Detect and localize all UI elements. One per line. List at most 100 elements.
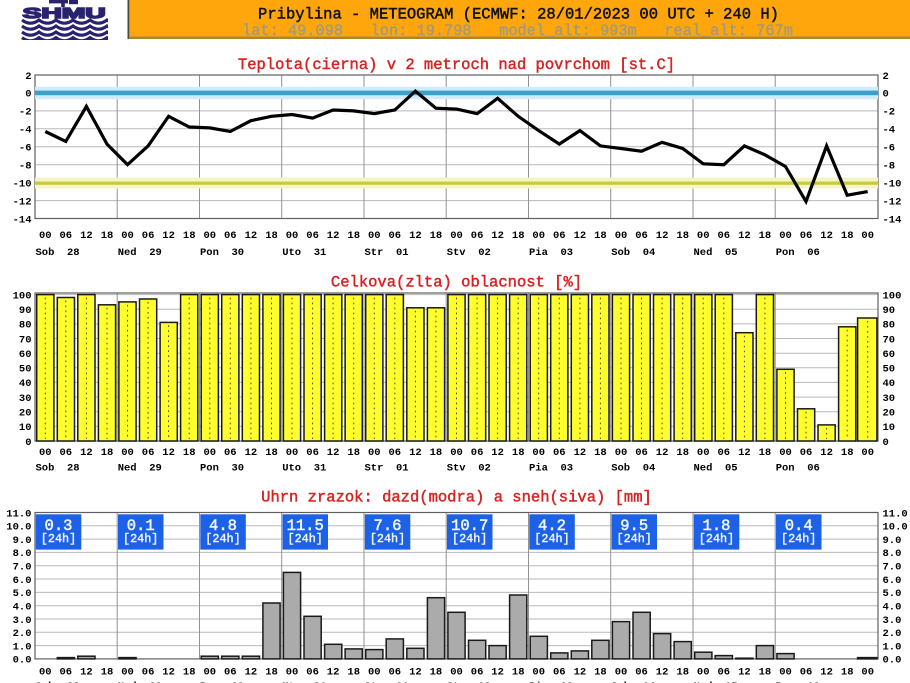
svg-text:12: 12 <box>656 447 669 459</box>
svg-text:6.0: 6.0 <box>13 575 32 587</box>
svg-text:10.0: 10.0 <box>883 522 908 534</box>
svg-text:18: 18 <box>512 666 525 678</box>
svg-text:06: 06 <box>306 447 319 459</box>
svg-text:-12: -12 <box>883 196 902 208</box>
svg-text:18: 18 <box>594 447 607 459</box>
svg-text:-6: -6 <box>883 143 896 155</box>
svg-text:-4: -4 <box>19 125 32 137</box>
svg-text:00: 00 <box>779 230 792 242</box>
svg-text:4.0: 4.0 <box>883 602 902 614</box>
svg-text:12: 12 <box>491 666 504 678</box>
svg-text:18: 18 <box>841 447 854 459</box>
svg-text:00: 00 <box>615 230 628 242</box>
svg-text:00: 00 <box>39 447 52 459</box>
svg-text:12: 12 <box>491 230 504 242</box>
svg-text:20: 20 <box>19 408 32 420</box>
svg-text:-4: -4 <box>883 125 896 137</box>
svg-text:12: 12 <box>409 666 422 678</box>
svg-text:10.0: 10.0 <box>6 522 31 534</box>
svg-text:0.1: 0.1 <box>127 517 155 535</box>
svg-text:50: 50 <box>19 364 32 376</box>
svg-text:00: 00 <box>861 230 874 242</box>
svg-text:18: 18 <box>841 666 854 678</box>
svg-text:-8: -8 <box>883 161 896 173</box>
svg-text:06: 06 <box>717 230 730 242</box>
svg-text:-12: -12 <box>13 196 32 208</box>
svg-text:Pon 06: Pon 06 <box>776 681 820 683</box>
svg-text:40: 40 <box>19 378 32 390</box>
svg-text:06: 06 <box>553 666 566 678</box>
svg-text:06: 06 <box>471 447 484 459</box>
svg-text:00: 00 <box>697 230 710 242</box>
svg-text:18: 18 <box>183 666 196 678</box>
svg-text:Pia 03: Pia 03 <box>529 247 573 259</box>
svg-text:00: 00 <box>450 447 463 459</box>
svg-text:20: 20 <box>883 408 896 420</box>
svg-text:18: 18 <box>759 666 772 678</box>
svg-text:06: 06 <box>59 447 72 459</box>
svg-text:[24h]: [24h] <box>534 532 569 546</box>
svg-text:00: 00 <box>532 666 545 678</box>
svg-text:18: 18 <box>265 230 278 242</box>
svg-text:2: 2 <box>25 71 31 83</box>
svg-text:06: 06 <box>471 230 484 242</box>
svg-text:06: 06 <box>142 666 155 678</box>
svg-text:0: 0 <box>883 437 889 449</box>
svg-text:0: 0 <box>883 89 889 101</box>
svg-text:7.0: 7.0 <box>13 562 32 574</box>
svg-text:[24h]: [24h] <box>287 532 322 546</box>
svg-text:18: 18 <box>183 230 196 242</box>
svg-text:18: 18 <box>676 230 689 242</box>
svg-text:18: 18 <box>759 447 772 459</box>
svg-text:1.8: 1.8 <box>703 517 731 535</box>
svg-text:Teplota(cierna) v 2 metroch na: Teplota(cierna) v 2 metroch nad povrchom… <box>238 56 675 74</box>
svg-text:00: 00 <box>368 666 381 678</box>
svg-text:06: 06 <box>635 230 648 242</box>
svg-text:06: 06 <box>635 447 648 459</box>
svg-text:-2: -2 <box>19 107 32 119</box>
svg-text:-14: -14 <box>13 214 32 226</box>
svg-text:12: 12 <box>656 666 669 678</box>
svg-text:Sob 28: Sob 28 <box>36 463 80 475</box>
svg-text:06: 06 <box>142 230 155 242</box>
svg-text:Ned 29: Ned 29 <box>118 463 162 475</box>
svg-text:00: 00 <box>203 666 216 678</box>
svg-text:12: 12 <box>491 447 504 459</box>
svg-text:7.0: 7.0 <box>883 562 902 574</box>
svg-text:Uto 31: Uto 31 <box>282 463 326 475</box>
svg-text:00: 00 <box>368 230 381 242</box>
svg-text:18: 18 <box>594 666 607 678</box>
svg-text:06: 06 <box>306 230 319 242</box>
svg-text:Uto 31: Uto 31 <box>282 681 326 683</box>
svg-text:12: 12 <box>409 447 422 459</box>
svg-text:12: 12 <box>245 666 258 678</box>
svg-text:0.0: 0.0 <box>13 655 32 667</box>
svg-text:12: 12 <box>245 447 258 459</box>
svg-text:Pia 03: Pia 03 <box>529 681 573 683</box>
svg-text:00: 00 <box>286 230 299 242</box>
svg-text:Sob 28: Sob 28 <box>36 681 80 683</box>
svg-text:00: 00 <box>861 447 874 459</box>
svg-text:06: 06 <box>635 666 648 678</box>
svg-text:06: 06 <box>800 666 813 678</box>
svg-text:06: 06 <box>471 666 484 678</box>
svg-text:3.0: 3.0 <box>13 615 32 627</box>
svg-text:18: 18 <box>430 666 443 678</box>
svg-text:00: 00 <box>368 447 381 459</box>
svg-text:12: 12 <box>327 230 340 242</box>
svg-text:Pon 06: Pon 06 <box>776 247 820 259</box>
svg-text:Stv 02: Stv 02 <box>447 681 491 683</box>
svg-text:06: 06 <box>59 666 72 678</box>
svg-text:12: 12 <box>245 230 258 242</box>
svg-text:Sob 04: Sob 04 <box>611 463 655 475</box>
svg-text:2: 2 <box>883 71 889 83</box>
svg-text:06: 06 <box>388 447 401 459</box>
svg-text:18: 18 <box>759 230 772 242</box>
svg-text:00: 00 <box>615 666 628 678</box>
svg-text:10: 10 <box>883 422 896 434</box>
svg-text:00: 00 <box>121 666 134 678</box>
svg-text:4.2: 4.2 <box>538 517 566 535</box>
svg-text:00: 00 <box>121 447 134 459</box>
svg-text:100: 100 <box>13 290 32 302</box>
svg-text:12: 12 <box>327 447 340 459</box>
